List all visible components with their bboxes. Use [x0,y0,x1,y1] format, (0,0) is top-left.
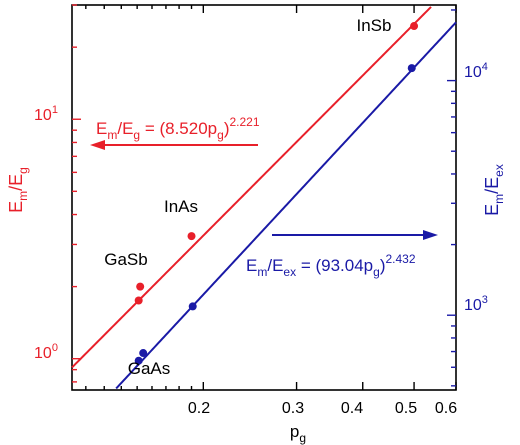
x-tick-label-0.4: 0.4 [341,400,363,417]
y-left-tick-base: 10 [34,345,52,362]
left-eq-part-7: 2.221 [229,115,259,129]
x-tick-label-0.5: 0.5 [395,400,417,417]
y-right-tick-exp: 3 [482,294,488,306]
point-label-gasb: GaSb [104,250,147,269]
y-left-tick-label-1: 100 [34,342,58,362]
point-label-insb: InSb [357,16,392,35]
plot-frame [71,4,457,391]
x-axis-label: pg [290,422,306,445]
left-equation: Em/Eg = (8.520pg)2.221 [96,115,260,142]
left-eq-part-1: m [107,128,117,142]
data-point-right-1 [139,349,148,358]
data-point-left-2 [187,232,196,241]
y-left-label-part-3: g [16,167,30,174]
y-right-label-part-1: m [492,194,506,204]
y-right-label-part-2: /E [482,177,502,194]
right-eq-part-3: ex [283,265,296,279]
left-eq-part-6: ) [224,119,230,138]
y-left-label-part-1: m [16,191,30,201]
right-arrow-head [423,230,438,240]
data-point-left-1 [136,282,145,291]
data-point-right-3 [407,64,416,73]
y-right-tick-base: 10 [464,64,482,81]
right-eq-part-6: ) [380,256,386,275]
y-left-tick-label-10: 101 [34,104,58,124]
y-left-tick-base: 10 [34,107,52,124]
y-right-tick-label-10000: 104 [464,61,488,81]
x-axis-label-sub: g [299,431,306,445]
y-right-tick-exp: 4 [482,61,488,73]
right-eq-part-0: E [246,256,257,275]
right-equation: Em/Eex = (93.04pg)2.432 [246,252,416,279]
fit-line-right [115,21,457,390]
left-eq-part-0: E [96,119,107,138]
left-arrow-head [90,140,105,150]
left-eq-part-4: = (8.520p [140,119,217,138]
y-right-label-part-0: E [482,204,502,216]
point-label-inas: InAs [164,197,198,216]
x-tick-label-0.3: 0.3 [282,400,304,417]
fit-line-left [71,6,432,369]
left-eq-part-3: g [133,128,140,142]
right-eq-part-4: = (93.04p [296,256,373,275]
x-tick-label-0.6: 0.6 [435,400,457,417]
y-left-label-part-2: /E [6,174,26,191]
y-right-label-part-3: ex [492,164,506,177]
point-label-gaas: GaAs [128,359,171,378]
data-point-right-2 [188,302,197,311]
y-left-axis-label: Em/Eg [6,167,30,213]
y-left-tick-exp: 1 [52,104,58,116]
data-point-left-3 [410,22,419,31]
y-left-label-part-0: E [6,201,26,213]
left-eq-part-2: /E [117,119,133,138]
y-left-tick-exp: 0 [52,342,58,354]
x-axis-label-main: p [290,422,299,441]
right-eq-part-5: g [373,265,380,279]
y-right-tick-label-1000: 103 [464,294,488,314]
data-point-left-0 [134,296,143,305]
right-eq-part-7: 2.432 [385,252,415,266]
right-eq-part-2: /E [267,256,283,275]
data-point-right-0 [134,356,143,365]
y-right-axis-label: Em/Eex [482,164,506,216]
y-right-tick-base: 10 [464,297,482,314]
left-eq-part-5: g [217,128,224,142]
x-tick-label-0.2: 0.2 [188,400,210,417]
right-eq-part-1: m [257,265,267,279]
